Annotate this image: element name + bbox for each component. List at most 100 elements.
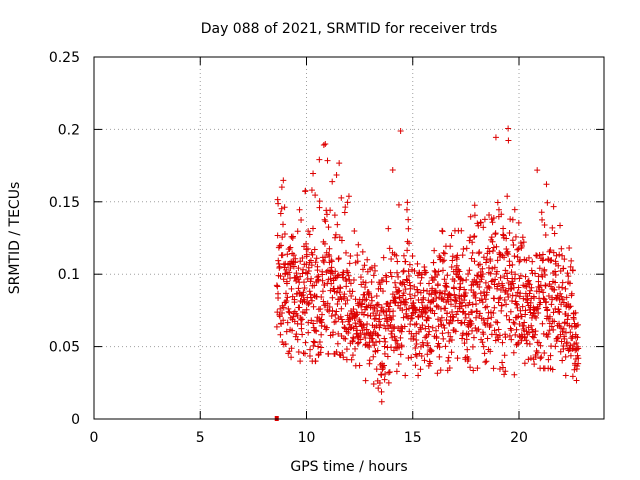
data-point — [277, 273, 284, 280]
data-point — [444, 294, 451, 301]
data-point — [462, 310, 469, 317]
data-point — [289, 327, 296, 334]
data-point — [404, 199, 411, 206]
data-point — [280, 221, 287, 228]
data-point — [307, 278, 314, 285]
x-axis-label: GPS time / hours — [290, 459, 407, 475]
data-point — [490, 214, 497, 221]
data-point — [288, 345, 295, 352]
data-point — [394, 269, 401, 276]
data-point — [564, 316, 571, 323]
data-point — [461, 286, 468, 293]
data-point — [568, 290, 575, 297]
data-point — [542, 299, 549, 306]
data-point — [549, 366, 556, 373]
data-point — [491, 264, 498, 271]
data-point — [344, 199, 351, 206]
data-point — [305, 329, 312, 336]
data-point — [514, 246, 521, 253]
data-point — [319, 277, 326, 284]
data-point — [471, 258, 478, 265]
data-point — [431, 267, 438, 274]
data-point — [448, 337, 455, 344]
data-point — [273, 282, 280, 289]
data-point — [507, 308, 514, 315]
data-point — [372, 339, 379, 346]
data-point — [422, 325, 429, 332]
data-point — [409, 315, 416, 322]
data-point — [418, 299, 425, 306]
data-point — [332, 234, 339, 241]
data-point — [540, 295, 547, 302]
data-point — [469, 309, 476, 316]
data-point — [497, 274, 504, 281]
data-point — [333, 349, 340, 356]
data-point — [567, 263, 574, 270]
data-point — [302, 187, 309, 194]
data-point — [566, 244, 573, 251]
data-point — [524, 297, 531, 304]
data-point — [552, 271, 559, 278]
data-point — [362, 342, 369, 349]
data-point — [560, 346, 567, 353]
data-point — [531, 361, 538, 368]
data-point — [536, 265, 543, 272]
data-point — [462, 314, 469, 321]
data-point — [308, 275, 315, 282]
data-point — [470, 334, 477, 341]
data-point — [499, 359, 506, 366]
data-point — [483, 358, 490, 365]
data-point — [390, 312, 397, 319]
data-point — [523, 283, 530, 290]
data-point — [323, 211, 330, 218]
data-point — [479, 271, 486, 278]
data-point — [562, 372, 569, 379]
data-point — [405, 216, 412, 223]
y-tick-label: 0.15 — [49, 195, 80, 211]
data-point — [394, 258, 401, 265]
data-point — [565, 273, 572, 280]
data-point — [312, 259, 319, 266]
data-point — [353, 312, 360, 319]
data-point — [445, 329, 452, 336]
data-point — [324, 300, 331, 307]
data-point — [385, 369, 392, 376]
data-point — [556, 251, 563, 258]
data-point — [298, 292, 305, 299]
data-point — [400, 252, 407, 259]
data-point — [411, 292, 418, 299]
data-point — [388, 273, 395, 280]
data-point — [428, 291, 435, 298]
data-point — [335, 255, 342, 262]
data-point — [534, 167, 541, 174]
data-point — [445, 357, 452, 364]
data-point — [310, 338, 317, 345]
data-point — [526, 306, 533, 313]
data-point — [359, 266, 366, 273]
data-point — [434, 282, 441, 289]
data-point — [562, 353, 569, 360]
data-point — [446, 338, 453, 345]
data-point — [482, 359, 489, 366]
data-point — [466, 267, 473, 274]
data-point — [387, 269, 394, 276]
data-point — [297, 258, 304, 265]
data-point — [328, 280, 335, 287]
data-point — [543, 181, 550, 188]
data-point — [512, 331, 519, 338]
data-point — [551, 286, 558, 293]
data-point — [516, 275, 523, 282]
data-point — [446, 320, 453, 327]
data-point — [442, 343, 449, 350]
data-point — [560, 265, 567, 272]
data-point — [329, 178, 336, 185]
data-point — [339, 349, 346, 356]
data-point — [414, 289, 421, 296]
data-point — [393, 368, 400, 375]
data-point — [400, 268, 407, 275]
data-point — [283, 298, 290, 305]
data-point — [469, 239, 476, 246]
data-point — [301, 285, 308, 292]
data-point — [375, 385, 382, 392]
